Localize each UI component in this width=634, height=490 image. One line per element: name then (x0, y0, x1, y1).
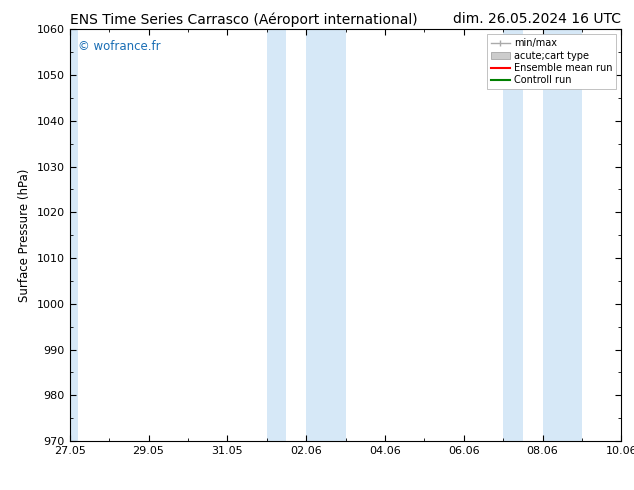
Legend: min/max, acute;cart type, Ensemble mean run, Controll run: min/max, acute;cart type, Ensemble mean … (487, 34, 616, 89)
Bar (543, 29, 582, 441)
Bar (503, 29, 523, 441)
Text: © wofrance.fr: © wofrance.fr (78, 40, 160, 53)
Bar (68, 29, 77, 441)
Text: ENS Time Series Carrasco (Aéroport international): ENS Time Series Carrasco (Aéroport inter… (70, 12, 417, 27)
Bar (267, 29, 287, 441)
Bar (306, 29, 346, 441)
Text: dim. 26.05.2024 16 UTC: dim. 26.05.2024 16 UTC (453, 12, 621, 26)
Y-axis label: Surface Pressure (hPa): Surface Pressure (hPa) (18, 169, 31, 302)
